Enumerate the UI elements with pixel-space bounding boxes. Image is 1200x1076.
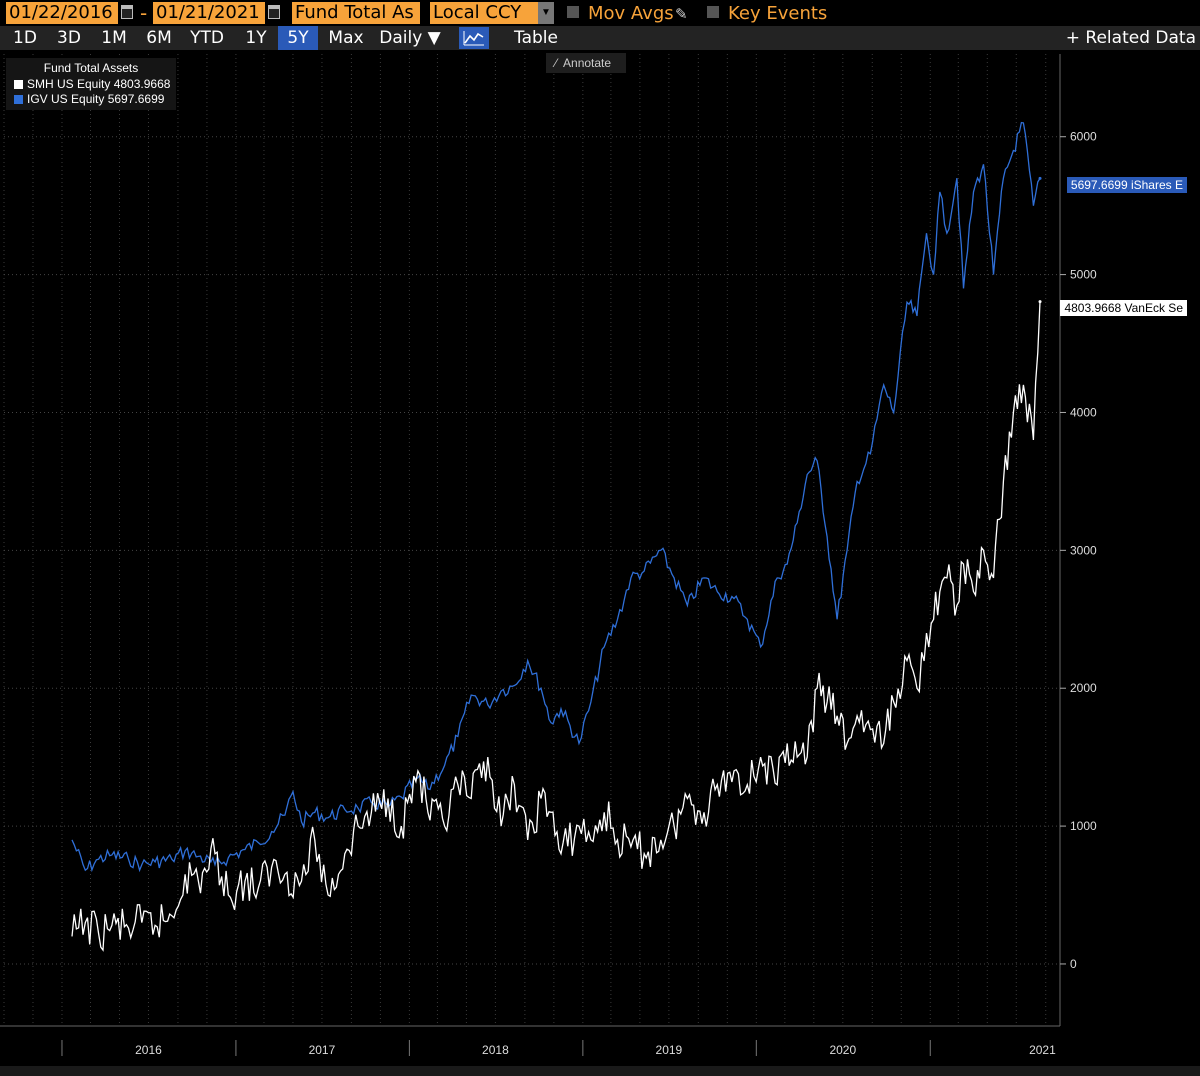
x-axis: 2016 2017 2018 2019 2020 2021 (61, 1040, 1056, 1057)
y-tick-label: 0 (1070, 957, 1077, 971)
y-tick-label: 1000 (1070, 819, 1097, 833)
tab-ytd[interactable]: YTD (190, 28, 224, 48)
date-separator: - (140, 1, 148, 25)
tab-1m[interactable]: 1M (101, 28, 127, 48)
key-events-checkbox[interactable] (707, 6, 719, 18)
table-button[interactable]: Table (514, 28, 558, 48)
legend-label-smh: SMH US Equity 4803.9668 (27, 77, 171, 91)
series-last-point-smh (1038, 300, 1042, 304)
tab-6m[interactable]: 6M (146, 28, 172, 48)
chevron-down-icon[interactable]: ▼ (538, 2, 554, 24)
series-last-point-igv (1038, 176, 1042, 180)
series-line-smh (71, 301, 1041, 952)
y-tick-label: 4000 (1070, 405, 1097, 419)
tab-1y[interactable]: 1Y (245, 28, 267, 48)
calendar-icon[interactable] (121, 5, 133, 19)
legend-label-igv: IGV US Equity 5697.6699 (27, 92, 165, 106)
related-data-button[interactable]: + Related Data (1065, 28, 1196, 48)
y-tick-label: 2000 (1070, 681, 1097, 695)
annotate-label: Annotate (563, 56, 612, 70)
x-tick-label: 2016 (135, 1043, 162, 1057)
range-tabs: 1D 3D 1M 6M YTD 1Y 5Y Max Daily ▼ Table … (0, 26, 1200, 50)
tab-1d[interactable]: 1D (13, 28, 37, 48)
currency-selector[interactable]: Local CCY (430, 2, 538, 24)
chart-grid (0, 54, 1061, 1027)
pencil-icon[interactable]: ✎ (675, 6, 688, 23)
x-tick-label: 2021 (1029, 1043, 1056, 1057)
mov-avgs-label[interactable]: Mov Avgs (588, 3, 674, 24)
x-tick-label: 2017 (309, 1043, 336, 1057)
series-line-igv (71, 121, 1041, 873)
x-tick-label: 2018 (482, 1043, 509, 1057)
y-tick-label: 6000 (1070, 130, 1097, 144)
annotate-button[interactable]: ⁄ Annotate (546, 53, 626, 73)
end-date-field[interactable]: 01/21/2021 (153, 2, 265, 24)
smh-last-value-tag: 4803.9668 VanEck Se (1060, 300, 1187, 316)
mov-avgs-checkbox[interactable] (567, 6, 579, 18)
x-tick-label: 2020 (829, 1043, 856, 1057)
tab-5y[interactable]: 5Y (278, 26, 318, 50)
x-tick-label: 2019 (656, 1043, 683, 1057)
legend-title: Fund Total Assets (43, 61, 139, 75)
pencil-icon: ⁄ (555, 56, 558, 70)
tab-max[interactable]: Max (328, 28, 364, 48)
chart-series (71, 121, 1042, 952)
igv-last-value-tag: 5697.6699 iShares E (1066, 177, 1187, 193)
key-events-label[interactable]: Key Events (728, 3, 828, 24)
line-chart-icon[interactable] (459, 27, 489, 49)
legend-item-smh: SMH US Equity 4803.9668 (14, 77, 170, 91)
y-axis: 0 1000 2000 3000 4000 5000 6000 (1060, 130, 1097, 971)
chart-legend: Fund Total Assets SMH US Equity 4803.966… (6, 58, 176, 110)
start-date-field[interactable]: 01/22/2016 (6, 2, 118, 24)
y-tick-label: 5000 (1070, 268, 1097, 282)
legend-item-igv: IGV US Equity 5697.6699 (14, 92, 164, 106)
y-tick-label: 3000 (1070, 543, 1097, 557)
field-selector[interactable]: Fund Total As (292, 2, 420, 24)
tab-3d[interactable]: 3D (57, 28, 81, 48)
frequency-dropdown[interactable]: Daily ▼ (379, 28, 441, 48)
toolbar: 01/22/2016 - 01/21/2021 Fund Total As Lo… (0, 0, 1200, 27)
status-strip (0, 1066, 1200, 1076)
calendar-icon[interactable] (268, 5, 280, 19)
